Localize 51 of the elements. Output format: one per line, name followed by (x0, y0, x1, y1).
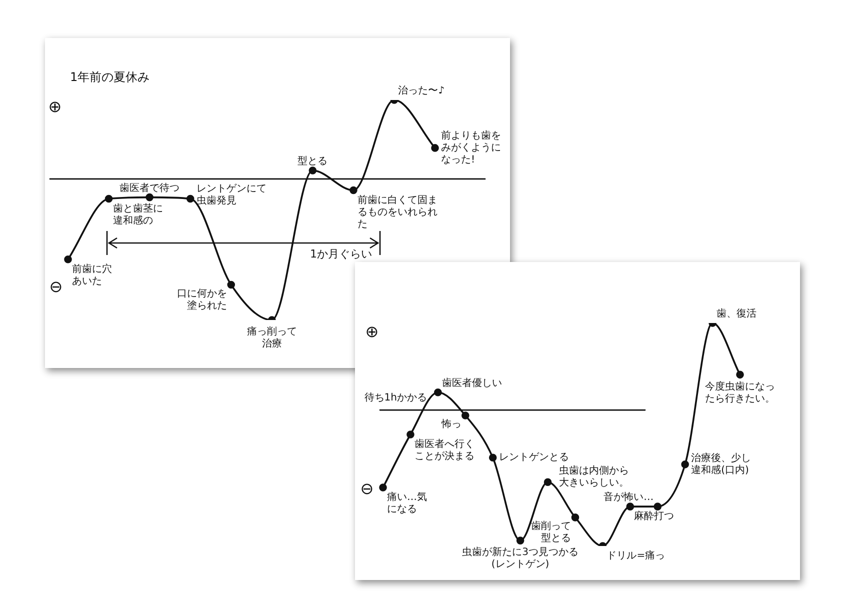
point (406, 430, 414, 438)
annotation: 今度虫歯になったら行きたい。 (705, 380, 775, 404)
point (544, 478, 552, 486)
annotation: 歯医者優しい (442, 376, 502, 389)
annotation: 口に何かを塗られた (177, 288, 228, 312)
annotation: 前歯に白くて固まるものをいれられた (357, 194, 438, 230)
point (379, 484, 387, 492)
annotation: 歯医者へ行くことが決まる (414, 438, 474, 462)
annotation: 歯と歯茎に違和感の (112, 202, 163, 226)
point (434, 388, 442, 396)
annotation: 型とる (298, 155, 328, 168)
point (571, 514, 580, 522)
point (64, 255, 72, 264)
text: 虫歯が新たに3つ見つかる(レントゲン) (462, 546, 578, 570)
annotation: 歯医者で待つ (120, 182, 180, 194)
point (488, 454, 497, 462)
point (431, 144, 439, 152)
annotation: 1か月ぐらい (310, 247, 372, 260)
point (308, 166, 317, 174)
annotation: 治療後、少し違和感(口内) (691, 452, 752, 476)
point (516, 536, 524, 544)
point (461, 412, 470, 420)
point (681, 460, 689, 468)
annotation: 虫歯は内側から大きいらしい。 (558, 464, 629, 489)
point (146, 193, 154, 202)
chart-title: 1年前の夏休み (70, 70, 150, 84)
annotation: 歯削って型とる (531, 520, 572, 544)
point (227, 280, 236, 289)
annotation: 前歯に穴あいた (72, 262, 112, 287)
annotation: レントゲンにて虫歯発見 (196, 183, 266, 206)
text: 痛っ削って治療 (246, 326, 297, 350)
annotation: 怖っ (440, 418, 462, 430)
annotation: ⊕ (48, 97, 62, 116)
annotation: 麻酔打つ (634, 510, 674, 522)
annotation: 前よりも歯をみがくようになった! (441, 130, 501, 166)
point (736, 370, 744, 379)
text: 歯、復活 (716, 308, 757, 320)
annotation: 音が怖い… (604, 491, 654, 504)
annotation: ⊖ (49, 277, 63, 296)
point (104, 194, 113, 203)
point (626, 502, 634, 510)
annotation: 痛い…気になる (387, 491, 427, 516)
annotation: レントゲンとる (498, 452, 569, 464)
point (186, 194, 194, 203)
point (654, 502, 662, 510)
text: 治った〜♪ (398, 84, 445, 97)
annotation: ⊖ (360, 479, 374, 498)
annotation: 待ち1hかかる (364, 392, 427, 404)
point (350, 186, 358, 194)
annotation: ⊕ (365, 322, 379, 342)
text: ドリル=痛っ (606, 550, 666, 562)
